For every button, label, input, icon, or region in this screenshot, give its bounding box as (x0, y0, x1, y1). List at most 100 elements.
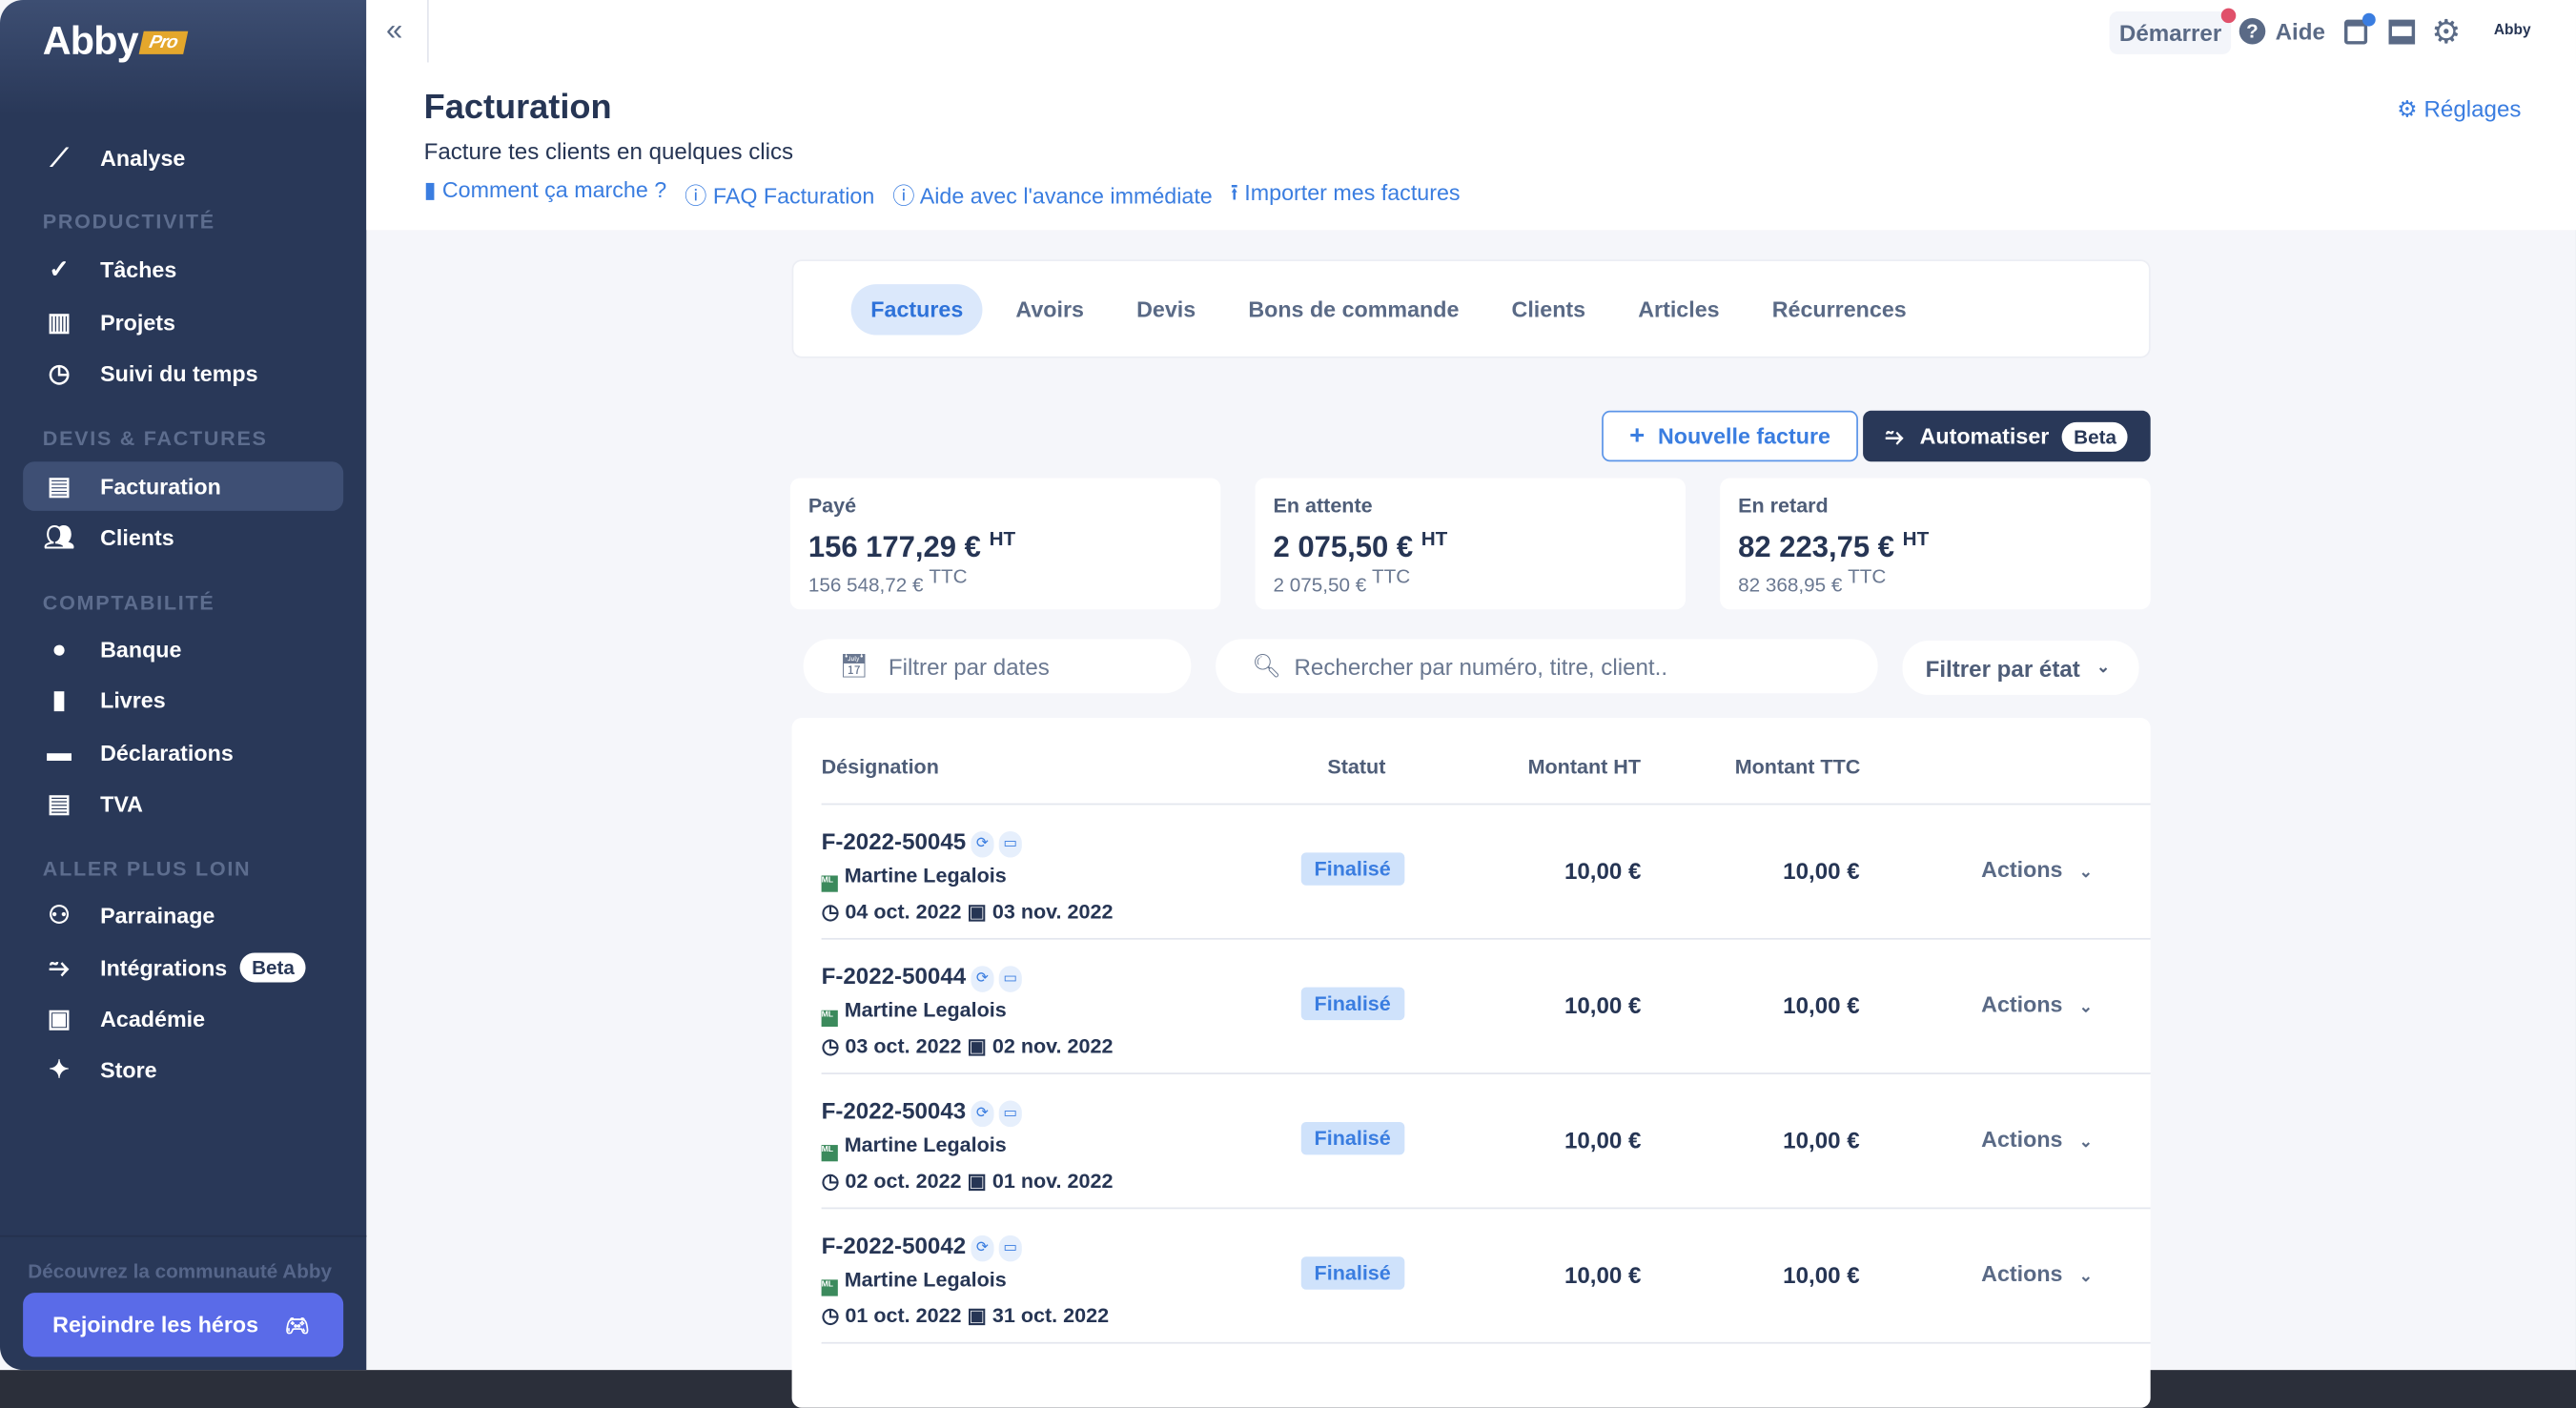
state-filter[interactable]: Filtrer par état ⌄ (1902, 641, 2139, 695)
actions-dropdown[interactable]: Actions ⌄ (1981, 1261, 2094, 1287)
tab-4[interactable]: Clients (1511, 296, 1586, 321)
tab-3[interactable]: Bons de commande (1248, 296, 1460, 321)
tab-2[interactable]: Devis (1136, 296, 1196, 321)
calendar-icon[interactable] (2344, 12, 2376, 45)
advance-help-link[interactable]: ⓘ Aide avec l'avance immédiate (892, 183, 1213, 209)
sidebar-item-label: Banque (100, 636, 182, 662)
sidebar-item-clients[interactable]: 👥︎ Clients (23, 513, 343, 562)
sidebar-item-facturation[interactable]: ▤ Facturation (23, 461, 344, 511)
sidebar-item-academie[interactable]: ▣ Académie (23, 994, 343, 1044)
columns-icon: ▥ (47, 308, 72, 337)
sidebar-item-label: Clients (100, 524, 174, 550)
invoices-table: Désignation Statut Montant HT Montant TT… (791, 718, 2151, 1408)
client-avatar: ML (821, 1145, 838, 1162)
sidebar-item-label: Projets (100, 309, 176, 335)
sidebar: Abby Pro ⟋ Analyse PRODUCTIVITÉ ✓ Tâches ▥ Proj… (0, 0, 367, 1371)
avatar[interactable]: Abby (2493, 21, 2531, 38)
question-circle-icon: ⓘ (892, 183, 920, 209)
stat-card: En retard 82 223,75 € HT 82 368,95 € TTC (1720, 478, 2151, 610)
card-icon: ▭ (998, 1099, 1022, 1127)
table-row[interactable]: F-2022-50044 ⟳ ▭ ML Martine Legalois ◷ 03 o… (821, 940, 2151, 1074)
help-button[interactable]: ? Aide (2239, 17, 2325, 45)
settings-link[interactable]: ⚙ Réglages (2397, 94, 2522, 122)
amount-ht: 10,00 € (1564, 1127, 1642, 1153)
created-date: 02 oct. 2022 (845, 1169, 962, 1194)
section-label: COMPTABILITÉ (42, 591, 215, 615)
search-input[interactable]: 🔍︎ Rechercher par numéro, titre, client.. (1216, 639, 1878, 694)
client-name: Martine Legalois (844, 998, 1007, 1022)
section-label: ALLER PLUS LOIN (42, 857, 252, 881)
chevron-down-icon: ⌄ (2078, 998, 2094, 1017)
sidebar-item-store[interactable]: ✦ Store (23, 1045, 343, 1094)
join-discord-button[interactable]: Rejoindre les héros 🎮︎ (23, 1293, 344, 1357)
tab-1[interactable]: Avoirs (1015, 296, 1084, 321)
client-avatar: ML (821, 875, 838, 892)
beta-badge: Beta (2062, 421, 2129, 452)
tab-6[interactable]: Récurrences (1771, 296, 1907, 321)
gear-icon[interactable]: ⚙ (2431, 14, 2462, 51)
table-row[interactable]: F-2022-50043 ⟳ ▭ ML Martine Legalois ◷ 02 o… (821, 1074, 2151, 1210)
tab-5[interactable]: Articles (1638, 296, 1720, 321)
section-label: PRODUCTIVITÉ (42, 210, 215, 234)
sidebar-item-tva[interactable]: ▤ TVA (23, 779, 343, 828)
sidebar-item-parrainage[interactable]: ⚇ Parrainage (23, 890, 343, 940)
sidebar-item-suivi-du-temps[interactable]: ◷ Suivi du temps (23, 348, 343, 398)
new-invoice-button[interactable]: + Nouvelle facture (1602, 410, 1858, 462)
section-label: DEVIS & FACTURES (42, 427, 268, 451)
actions-dropdown[interactable]: Actions ⌄ (1981, 991, 2094, 1017)
page-title: Facturation (423, 89, 612, 127)
actions-dropdown[interactable]: Actions ⌄ (1981, 1127, 2094, 1152)
client-avatar: ML (821, 1279, 838, 1296)
integration-icon: ⥲ (49, 953, 70, 982)
invoice-number[interactable]: F-2022-50042 (821, 1232, 967, 1258)
discord-icon: 🎮︎ (284, 1313, 310, 1337)
client-name: Martine Legalois (844, 1268, 1007, 1292)
clock-icon: ◷ (821, 1169, 846, 1194)
abby-logo[interactable]: Abby Pro (43, 20, 189, 66)
import-invoices-link[interactable]: ⭱ Importer mes factures (1230, 180, 1461, 206)
how-it-works-link[interactable]: ▮ Comment ça marche ? (423, 177, 667, 202)
calendar-icon: ▣ (967, 1034, 992, 1058)
sidebar-item-analyse[interactable]: ⟋ Analyse (23, 133, 343, 183)
col-amount-ht: Montant HT (1527, 755, 1642, 779)
invoice-number[interactable]: F-2022-50043 (821, 1097, 967, 1124)
sidebar-item-livres[interactable]: ▮ Livres (23, 675, 343, 724)
table-row[interactable]: F-2022-50042 ⟳ ▭ ML Martine Legalois ◷ 01 o… (821, 1209, 2151, 1344)
client-name: Martine Legalois (844, 1133, 1007, 1157)
tab-0[interactable]: Factures (850, 283, 983, 335)
sidebar-item-declarations[interactable]: ▬ Déclarations (23, 727, 343, 777)
faq-link[interactable]: ⓘ FAQ Facturation (685, 183, 875, 209)
status-badge: Finalisé (1300, 1256, 1404, 1290)
table-row[interactable]: F-2022-50045 ⟳ ▭ ML Martine Legalois ◷ 04 o… (821, 805, 2151, 940)
document-icon: ▤ (47, 473, 72, 501)
sidebar-item-label: Académie (100, 1006, 206, 1031)
collapse-sidebar-icon[interactable]: « (385, 12, 403, 47)
amount-ttc: 10,00 € (1783, 1261, 1860, 1288)
sidebar-item-integrations[interactable]: ⥲ Intégrations Beta (23, 943, 343, 992)
automate-button[interactable]: ⥲ Automatiser Beta (1863, 410, 2151, 462)
sidebar-item-projets[interactable]: ▥ Projets (23, 297, 343, 347)
integration-icon: ⥲ (1885, 422, 1904, 448)
stat-card: Payé 156 177,29 € HT 156 548,72 € TTC (789, 478, 1221, 610)
stat-label: En retard (1738, 494, 1829, 518)
store-icon[interactable] (2388, 19, 2416, 45)
chevron-down-icon: ⌄ (2096, 659, 2111, 677)
date-filter[interactable]: 📅︎ Filtrer par dates (803, 639, 1192, 694)
amount-ttc: 10,00 € (1783, 857, 1860, 885)
status-badge: Finalisé (1300, 987, 1404, 1021)
group-icon: ⚇ (48, 902, 71, 930)
sidebar-item-label: Facturation (100, 474, 221, 499)
start-button[interactable]: Démarrer (2109, 8, 2237, 54)
invoice-number[interactable]: F-2022-50045 (821, 827, 967, 855)
sidebar-item-label: Parrainage (100, 902, 215, 928)
invoice-number[interactable]: F-2022-50044 (821, 962, 967, 990)
amount-ht: 10,00 € (1564, 1261, 1642, 1288)
library-icon: ▣ (47, 1005, 72, 1033)
actions-dropdown[interactable]: Actions ⌄ (1981, 857, 2094, 883)
col-amount-ttc: Montant TTC (1734, 755, 1861, 779)
sidebar-item-label: Tâches (100, 256, 177, 282)
status-badge: Finalisé (1300, 852, 1404, 886)
sidebar-item-taches[interactable]: ✓ Tâches (23, 245, 343, 295)
sidebar-item-banque[interactable]: ● Banque (23, 624, 343, 674)
col-status: Statut (1327, 755, 1386, 779)
